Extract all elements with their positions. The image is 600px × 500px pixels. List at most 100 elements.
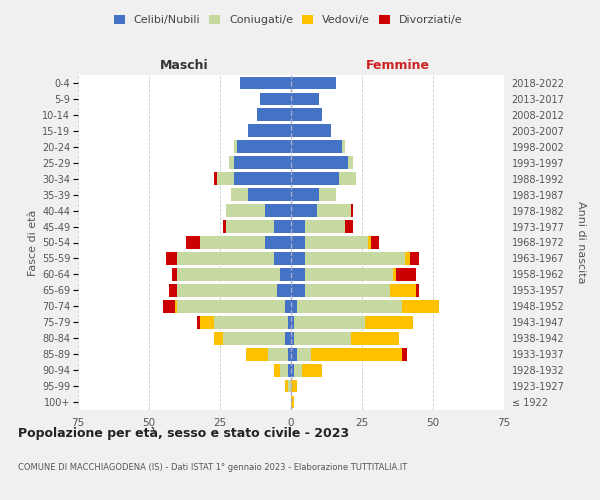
Bar xyxy=(302,364,322,376)
Bar xyxy=(342,140,345,153)
Bar xyxy=(291,364,294,376)
Bar xyxy=(391,284,416,296)
Bar xyxy=(248,188,291,201)
Bar xyxy=(402,300,439,312)
Bar xyxy=(305,268,393,281)
Bar xyxy=(175,300,178,312)
Text: COMUNE DI MACCHIAGODENA (IS) - Dati ISTAT 1° gennaio 2023 - Elaborazione TUTTITA: COMUNE DI MACCHIAGODENA (IS) - Dati ISTA… xyxy=(18,462,407,471)
Bar xyxy=(294,364,302,376)
Bar xyxy=(319,188,337,201)
Bar xyxy=(245,348,268,360)
Bar xyxy=(237,140,291,153)
Bar xyxy=(410,252,419,265)
Bar xyxy=(294,332,350,344)
Bar xyxy=(350,204,353,217)
Bar xyxy=(291,332,294,344)
Bar xyxy=(286,300,291,312)
Bar xyxy=(240,76,291,90)
Bar xyxy=(232,188,248,201)
Bar xyxy=(163,300,175,312)
Bar xyxy=(223,220,226,233)
Bar xyxy=(339,172,356,185)
Bar xyxy=(291,220,305,233)
Bar xyxy=(416,284,419,296)
Y-axis label: Fasce di età: Fasce di età xyxy=(28,210,38,276)
Bar xyxy=(305,284,391,296)
Bar xyxy=(291,140,342,153)
Bar xyxy=(291,92,319,106)
Bar xyxy=(402,348,407,360)
Bar xyxy=(178,252,274,265)
Bar xyxy=(305,252,404,265)
Bar xyxy=(186,236,200,249)
Bar xyxy=(248,124,291,137)
Bar xyxy=(291,380,296,392)
Text: Femmine: Femmine xyxy=(365,59,430,72)
Bar xyxy=(288,316,291,328)
Bar xyxy=(234,156,291,169)
Bar xyxy=(294,316,365,328)
Bar xyxy=(291,188,319,201)
Bar xyxy=(274,364,280,376)
Legend: Celibi/Nubili, Coniugati/e, Vedovi/e, Divorziati/e: Celibi/Nubili, Coniugati/e, Vedovi/e, Di… xyxy=(109,10,467,30)
Bar xyxy=(371,236,379,249)
Bar xyxy=(214,332,223,344)
Bar xyxy=(197,316,200,328)
Bar xyxy=(317,204,350,217)
Bar xyxy=(311,348,402,360)
Bar xyxy=(277,284,291,296)
Bar xyxy=(305,236,368,249)
Bar xyxy=(296,348,311,360)
Bar xyxy=(234,172,291,185)
Bar xyxy=(348,156,353,169)
Bar xyxy=(178,268,280,281)
Bar xyxy=(274,220,291,233)
Bar xyxy=(291,108,322,122)
Bar xyxy=(296,300,402,312)
Bar xyxy=(214,172,217,185)
Bar xyxy=(280,268,291,281)
Bar xyxy=(365,316,413,328)
Bar xyxy=(286,380,288,392)
Bar xyxy=(291,204,317,217)
Bar xyxy=(404,252,410,265)
Bar xyxy=(260,92,291,106)
Bar xyxy=(291,172,339,185)
Bar xyxy=(345,220,353,233)
Bar xyxy=(291,396,294,408)
Bar xyxy=(234,140,237,153)
Bar xyxy=(350,332,399,344)
Bar xyxy=(229,156,234,169)
Bar xyxy=(178,284,277,296)
Bar xyxy=(291,156,348,169)
Bar xyxy=(265,236,291,249)
Bar xyxy=(305,220,345,233)
Bar xyxy=(178,300,286,312)
Text: Maschi: Maschi xyxy=(160,59,209,72)
Bar xyxy=(291,300,296,312)
Bar xyxy=(396,268,416,281)
Bar xyxy=(226,220,274,233)
Bar xyxy=(257,108,291,122)
Bar xyxy=(200,316,214,328)
Bar xyxy=(169,284,178,296)
Bar xyxy=(368,236,371,249)
Bar xyxy=(291,316,294,328)
Bar xyxy=(223,332,286,344)
Bar xyxy=(291,252,305,265)
Bar xyxy=(291,268,305,281)
Bar xyxy=(172,268,178,281)
Bar xyxy=(291,76,337,90)
Bar xyxy=(214,316,288,328)
Bar xyxy=(226,204,265,217)
Bar xyxy=(291,236,305,249)
Y-axis label: Anni di nascita: Anni di nascita xyxy=(576,201,586,284)
Bar xyxy=(291,348,296,360)
Bar xyxy=(166,252,178,265)
Bar xyxy=(274,252,291,265)
Bar xyxy=(288,364,291,376)
Bar xyxy=(288,348,291,360)
Bar xyxy=(265,204,291,217)
Bar xyxy=(291,284,305,296)
Bar xyxy=(288,380,291,392)
